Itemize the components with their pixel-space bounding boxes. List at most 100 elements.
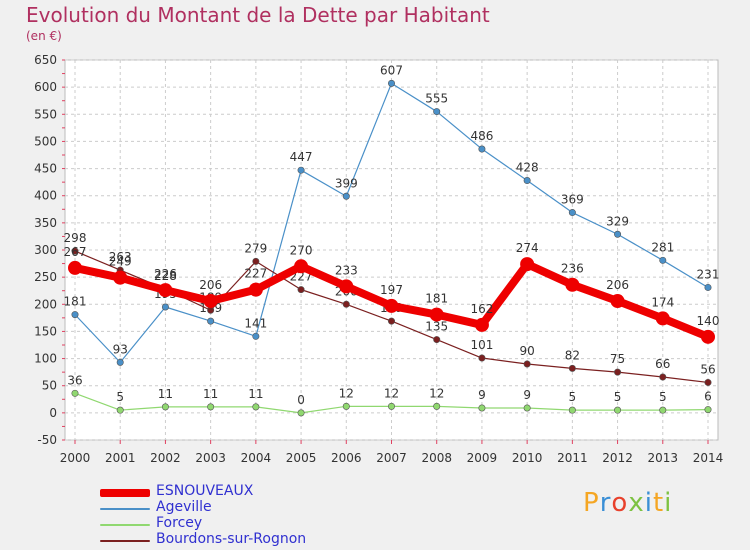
legend-swatch <box>100 540 150 542</box>
data-label: 607 <box>380 63 403 77</box>
y-tick-label: 650 <box>34 53 57 67</box>
data-point <box>207 403 215 411</box>
data-point <box>203 294 218 309</box>
data-label: 298 <box>64 231 87 245</box>
data-point <box>297 286 305 294</box>
x-tick-label: 2012 <box>602 451 633 465</box>
data-label: 101 <box>470 338 493 352</box>
data-point <box>610 294 625 309</box>
data-point <box>520 257 535 272</box>
data-point <box>116 358 124 366</box>
y-tick-label: 550 <box>34 107 57 121</box>
data-point <box>71 311 79 319</box>
data-point <box>252 403 260 411</box>
y-tick-label: 0 <box>49 406 57 420</box>
legend-item: Ageville <box>100 499 400 516</box>
data-label: 9 <box>523 388 531 402</box>
data-point <box>659 256 667 264</box>
data-point <box>158 283 173 298</box>
data-point <box>339 279 354 294</box>
legend-item: Bourdons-sur-Rognon <box>100 531 400 548</box>
data-label: 9 <box>478 388 486 402</box>
legend-swatch <box>100 508 150 510</box>
legend-label: ESNOUVEAUX <box>156 483 254 499</box>
brand-letter: o <box>611 488 629 518</box>
data-label: 555 <box>425 92 448 106</box>
data-point <box>568 406 576 414</box>
data-point <box>252 332 260 340</box>
brand-letter: i <box>664 488 673 518</box>
data-label: 5 <box>659 390 667 404</box>
data-point <box>207 317 215 325</box>
data-label: 233 <box>335 263 358 277</box>
data-point <box>478 354 486 362</box>
data-point <box>387 79 395 87</box>
y-tick-label: 600 <box>34 80 57 94</box>
data-label: 140 <box>697 314 720 328</box>
data-point <box>614 230 622 238</box>
x-tick-label: 2010 <box>512 451 543 465</box>
brand-letter: x <box>628 488 645 518</box>
data-label: 428 <box>516 161 539 175</box>
data-label: 206 <box>606 278 629 292</box>
data-point <box>71 389 79 397</box>
x-tick-label: 2009 <box>467 451 498 465</box>
data-point <box>523 404 531 412</box>
data-label: 5 <box>116 390 124 404</box>
y-tick-label: 250 <box>34 270 57 284</box>
data-point <box>342 192 350 200</box>
data-label: 93 <box>113 342 128 356</box>
legend-swatch <box>100 524 150 526</box>
data-point <box>478 404 486 412</box>
data-point <box>297 166 305 174</box>
data-point <box>71 247 79 255</box>
data-label: 11 <box>203 387 218 401</box>
y-tick-label: 450 <box>34 162 57 176</box>
data-label: 174 <box>651 295 674 309</box>
data-point <box>161 303 169 311</box>
data-label: 486 <box>470 129 493 143</box>
data-point <box>659 373 667 381</box>
data-point <box>161 403 169 411</box>
data-point <box>568 209 576 217</box>
data-point <box>252 257 260 265</box>
data-point <box>248 282 263 297</box>
data-label: 227 <box>244 267 267 281</box>
data-label: 135 <box>425 320 448 334</box>
data-point <box>384 298 399 313</box>
data-label: 279 <box>244 241 267 255</box>
x-tick-label: 2014 <box>693 451 724 465</box>
data-label: 181 <box>425 292 448 306</box>
data-label: 231 <box>697 267 720 281</box>
y-tick-label: -50 <box>37 433 57 447</box>
data-point <box>704 378 712 386</box>
data-label: 399 <box>335 176 358 190</box>
data-point <box>523 177 531 185</box>
x-tick-label: 2004 <box>241 451 272 465</box>
legend-swatch <box>100 489 150 497</box>
data-label: 447 <box>290 150 313 164</box>
data-label: 12 <box>429 386 444 400</box>
data-label: 226 <box>154 267 177 281</box>
data-point <box>297 409 305 417</box>
data-point <box>614 406 622 414</box>
brand-letter: r <box>599 488 612 518</box>
data-label: 197 <box>380 283 403 297</box>
data-label: 267 <box>64 245 87 259</box>
data-label: 11 <box>248 387 263 401</box>
data-label: 66 <box>655 357 670 371</box>
data-label: 36 <box>67 373 82 387</box>
data-label: 5 <box>569 390 577 404</box>
data-label: 141 <box>244 316 267 330</box>
data-label: 0 <box>297 393 305 407</box>
data-label: 274 <box>516 241 539 255</box>
legend-label: Forcey <box>156 515 203 531</box>
brand-letter: P <box>583 488 600 518</box>
data-point <box>387 402 395 410</box>
legend-item: ESNOUVEAUX <box>100 483 400 500</box>
data-label: 181 <box>64 295 87 309</box>
x-tick-label: 2006 <box>331 451 362 465</box>
data-point <box>429 307 444 322</box>
